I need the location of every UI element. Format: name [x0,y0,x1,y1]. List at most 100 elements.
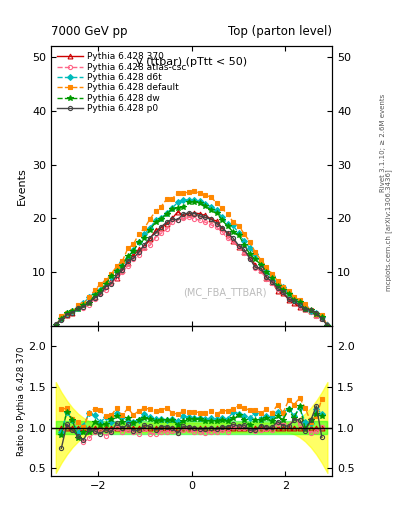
Pythia 6.428 p0 [98,291,103,297]
Pythia 6.428 370 [253,262,258,268]
Text: mcplots.cern.ch [arXiv:1306.3436]: mcplots.cern.ch [arXiv:1306.3436] [385,169,392,291]
Pythia 6.428 dw [314,311,319,317]
Pythia 6.428 dw [103,281,108,287]
Pythia 6.428 default [103,277,108,283]
Pythia 6.428 default [120,258,125,264]
Text: (MC_FBA_TTBAR): (MC_FBA_TTBAR) [184,287,267,298]
Pythia 6.428 370 [75,303,80,309]
Pythia 6.428 default [303,301,308,307]
Pythia 6.428 370 [292,300,296,306]
Pythia 6.428 dw [236,232,241,238]
Pythia 6.428 default [109,271,114,277]
Pythia 6.428 d6t [75,305,80,311]
Pythia 6.428 370 [281,290,285,296]
Pythia 6.428 atlas-csc [248,254,252,261]
Pythia 6.428 d6t [87,294,92,301]
Pythia 6.428 p0 [320,316,324,322]
Line: Pythia 6.428 370: Pythia 6.428 370 [53,209,330,329]
Pythia 6.428 370 [159,225,163,231]
Pythia 6.428 atlas-csc [320,315,324,321]
Line: Pythia 6.428 atlas-csc: Pythia 6.428 atlas-csc [54,215,329,328]
Pythia 6.428 p0 [87,299,92,305]
Pythia 6.428 atlas-csc [103,287,108,293]
Pythia 6.428 d6t [186,197,191,203]
Pythia 6.428 p0 [59,317,64,323]
Pythia 6.428 default [198,190,202,196]
Pythia 6.428 d6t [214,207,219,214]
Pythia 6.428 p0 [164,219,169,225]
Pythia 6.428 d6t [70,308,75,314]
Pythia 6.428 dw [264,269,269,275]
Pythia 6.428 dw [142,235,147,241]
Pythia 6.428 dw [64,310,69,316]
Pythia 6.428 default [181,190,185,196]
Pythia 6.428 d6t [209,204,213,210]
Pythia 6.428 default [98,282,103,288]
Pythia 6.428 atlas-csc [292,297,296,303]
Pythia 6.428 p0 [209,216,213,222]
Text: 7000 GeV pp: 7000 GeV pp [51,26,128,38]
Pythia 6.428 p0 [92,295,97,302]
Pythia 6.428 atlas-csc [64,312,69,318]
Pythia 6.428 atlas-csc [298,304,302,310]
Pythia 6.428 default [186,189,191,195]
Pythia 6.428 d6t [136,239,141,245]
Pythia 6.428 atlas-csc [281,288,285,294]
Pythia 6.428 atlas-csc [214,224,219,230]
Pythia 6.428 d6t [231,222,235,228]
Pythia 6.428 dw [59,315,64,322]
Pythia 6.428 atlas-csc [81,305,86,311]
Pythia 6.428 atlas-csc [164,226,169,232]
Pythia 6.428 dw [198,200,202,206]
Pythia 6.428 p0 [225,230,230,236]
Pythia 6.428 d6t [81,300,86,306]
Pythia 6.428 dw [114,268,119,274]
Pythia 6.428 dw [92,292,97,298]
Pythia 6.428 dw [181,203,185,209]
Pythia 6.428 p0 [242,246,247,252]
Pythia 6.428 370 [214,218,219,224]
Pythia 6.428 atlas-csc [148,242,152,248]
Pythia 6.428 d6t [225,221,230,227]
Y-axis label: Events: Events [17,167,27,205]
Pythia 6.428 370 [231,239,235,245]
Pythia 6.428 atlas-csc [98,290,103,296]
Pythia 6.428 d6t [109,274,114,281]
Pythia 6.428 default [309,307,313,313]
Pythia 6.428 d6t [298,300,302,306]
Pythia 6.428 370 [53,323,58,329]
Pythia 6.428 default [281,284,285,290]
Pythia 6.428 370 [309,308,313,314]
Pythia 6.428 370 [142,244,147,250]
Pythia 6.428 dw [270,275,274,281]
Pythia 6.428 dw [259,262,263,268]
Pythia 6.428 default [314,311,319,317]
Pythia 6.428 atlas-csc [53,323,58,329]
Pythia 6.428 atlas-csc [259,268,263,274]
Pythia 6.428 370 [87,298,92,305]
Pythia 6.428 p0 [303,306,308,312]
Pythia 6.428 370 [103,283,108,289]
Pythia 6.428 default [259,257,263,263]
Pythia 6.428 p0 [114,272,119,278]
Pythia 6.428 default [248,239,252,245]
Pythia 6.428 d6t [103,278,108,284]
Pythia 6.428 370 [325,321,330,327]
Pythia 6.428 dw [320,314,324,320]
Pythia 6.428 atlas-csc [153,234,158,241]
Pythia 6.428 default [242,231,247,237]
Pythia 6.428 default [203,192,208,198]
Pythia 6.428 d6t [170,205,174,211]
Pythia 6.428 370 [164,221,169,227]
Pythia 6.428 370 [81,301,86,307]
Pythia 6.428 atlas-csc [264,275,269,282]
Pythia 6.428 dw [120,263,125,269]
Line: Pythia 6.428 d6t: Pythia 6.428 d6t [54,198,329,328]
Pythia 6.428 p0 [142,242,147,248]
Pythia 6.428 atlas-csc [75,305,80,311]
Pythia 6.428 default [136,230,141,237]
Pythia 6.428 370 [59,315,64,321]
Pythia 6.428 dw [281,287,285,293]
Pythia 6.428 dw [214,210,219,217]
Pythia 6.428 atlas-csc [236,244,241,250]
